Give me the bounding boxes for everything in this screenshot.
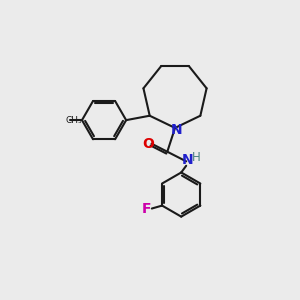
- Text: N: N: [171, 123, 182, 137]
- Text: CH₃: CH₃: [66, 116, 83, 124]
- Text: H: H: [192, 151, 201, 164]
- Text: F: F: [142, 202, 152, 216]
- Text: O: O: [142, 137, 154, 151]
- Text: N: N: [182, 153, 193, 167]
